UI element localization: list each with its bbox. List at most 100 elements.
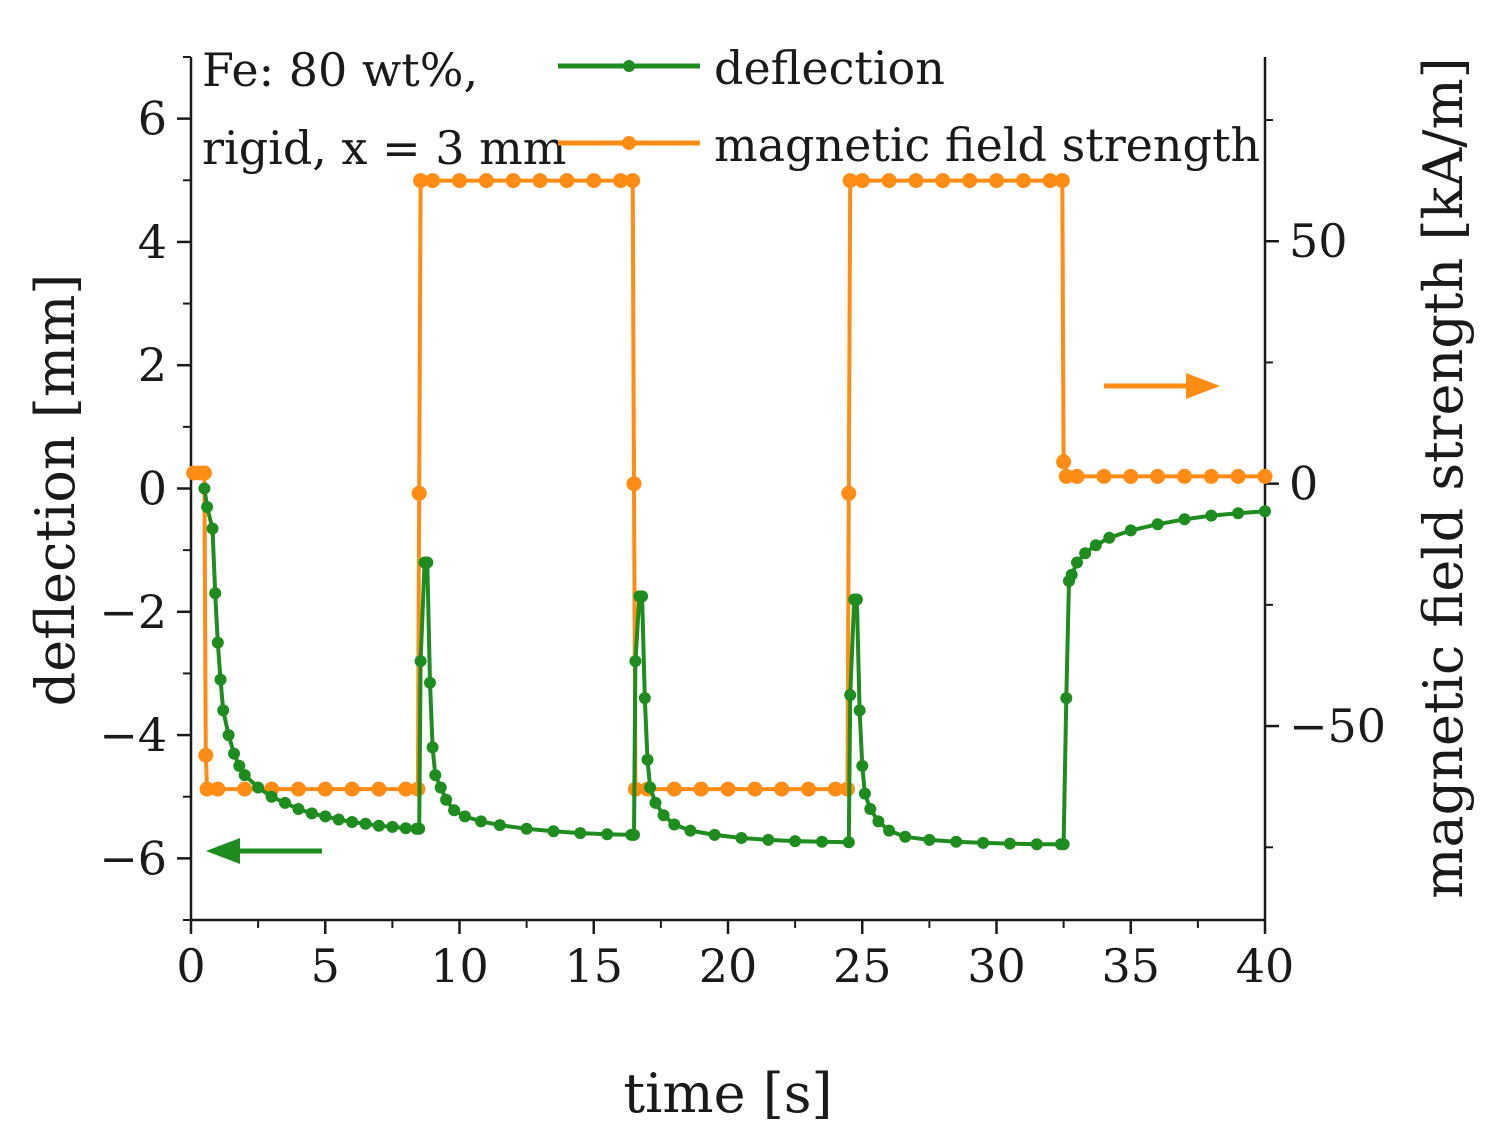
- field-data-point: [398, 781, 414, 797]
- deflection-data-point: [1103, 531, 1116, 544]
- y-right-tick-label: −50: [1289, 699, 1386, 753]
- field-data-point: [625, 173, 641, 189]
- deflection-data-point: [458, 810, 471, 823]
- deflection-data-point: [684, 824, 697, 837]
- deflection-data-point: [211, 636, 224, 649]
- deflection-data-point: [816, 835, 828, 848]
- deflection-data-point: [1079, 547, 1092, 560]
- field-data-point: [199, 781, 215, 797]
- field-data-point: [478, 173, 494, 189]
- field-data-point: [210, 781, 226, 797]
- field-data-point: [1177, 468, 1192, 484]
- deflection-data-point: [1259, 505, 1271, 518]
- field-data-point: [1054, 173, 1070, 189]
- deflection-data-point: [209, 587, 222, 600]
- deflection-data-point: [950, 835, 963, 848]
- deflection-data-point: [864, 803, 877, 815]
- deflection-data-point: [644, 781, 657, 794]
- deflection-data-point: [372, 819, 385, 832]
- legend-field-marker: [622, 136, 636, 150]
- deflection-data-point: [292, 803, 305, 815]
- field-data-point: [935, 173, 951, 189]
- deflection-data-point: [1089, 539, 1102, 552]
- field-data-point: [452, 173, 467, 189]
- deflection-data-point: [305, 807, 318, 820]
- field-data-point: [344, 781, 360, 797]
- field-data-point: [1150, 468, 1166, 484]
- direction-arrows: [206, 373, 1220, 864]
- x-tick-label: 25: [833, 939, 892, 993]
- legend-deflection-marker: [623, 60, 635, 72]
- y-left-tick-label: 6: [138, 92, 167, 146]
- deflection-data-point: [426, 741, 439, 754]
- annotation-line-1: Fe: 80 wt%,: [202, 43, 478, 97]
- legend-field-label: magnetic field strength: [714, 118, 1260, 172]
- deflection-data-point: [429, 769, 442, 782]
- deflection-data-point: [1178, 513, 1191, 526]
- field-data-point: [827, 781, 843, 797]
- deflection-series-group: [198, 482, 1271, 851]
- field-data-point: [1203, 468, 1219, 484]
- y-right-tick-label: 0: [1289, 457, 1318, 511]
- field-data-point: [774, 781, 790, 797]
- field-data-point: [198, 747, 214, 763]
- field-data-point: [854, 173, 870, 189]
- field-data-point: [413, 173, 429, 189]
- field-series-line: [193, 178, 1265, 792]
- field-data-point: [196, 465, 212, 481]
- deflection-data-point: [1065, 568, 1078, 581]
- deflection-data-point: [1232, 507, 1245, 520]
- field-data-point: [613, 173, 629, 189]
- ticks-group: 0 5 10 15 20 25 30 35 40 −6 −4 −2 0 2 4 6 −50 0 50: [99, 56, 1386, 993]
- field-data-point: [693, 781, 709, 797]
- field-data-point: [666, 781, 682, 797]
- deflection-data-point: [214, 673, 227, 686]
- deflection-data-point: [520, 822, 533, 835]
- deflection-data-point: [1003, 837, 1016, 850]
- x-tick-label: 30: [967, 939, 1026, 993]
- deflection-data-point: [206, 522, 219, 535]
- field-data-point: [841, 485, 857, 501]
- deflection-data-point: [1057, 838, 1070, 851]
- deflection-data-point: [238, 769, 251, 782]
- field-data-point: [371, 781, 387, 797]
- deflection-data-point: [628, 828, 640, 841]
- field-data-point: [290, 781, 306, 797]
- legend-deflection-label: deflection: [714, 41, 945, 95]
- deflection-data-point: [668, 818, 681, 831]
- deflection-data-point: [1030, 838, 1043, 851]
- field-data-point: [1058, 468, 1074, 484]
- deflection-data-point: [279, 796, 291, 809]
- deflection-data-point: [1151, 518, 1164, 531]
- deflection-data-point: [359, 817, 372, 830]
- deflection-data-point: [493, 819, 506, 832]
- field-data-point: [411, 485, 427, 501]
- y-left-tick-label: −6: [99, 831, 167, 885]
- x-tick-label: 40: [1236, 939, 1295, 993]
- deflection-data-point: [252, 781, 265, 794]
- field-data-point: [908, 173, 924, 189]
- legend: deflection magnetic field strength: [558, 41, 1260, 172]
- deflection-data-point: [601, 828, 614, 841]
- field-data-point: [1056, 454, 1072, 470]
- deflection-data-point: [762, 833, 775, 846]
- field-data-point: [1123, 468, 1139, 484]
- y-left-tick-label: −4: [99, 708, 167, 762]
- deflection-data-point: [789, 835, 802, 848]
- field-data-point: [1015, 173, 1031, 189]
- deflection-data-point: [1060, 692, 1073, 705]
- field-data-point: [881, 173, 897, 189]
- deflection-data-point: [638, 692, 651, 705]
- deflection-data-point: [265, 790, 278, 803]
- field-data-point: [1042, 173, 1058, 189]
- deflection-data-point: [1071, 556, 1083, 569]
- deflection-data-point: [856, 759, 869, 772]
- y-axis-left-label: deflection [mm]: [24, 274, 87, 707]
- deflection-data-point: [899, 830, 912, 843]
- x-tick-label: 35: [1101, 939, 1160, 993]
- field-data-point: [532, 173, 548, 189]
- field-data-point: [626, 476, 642, 492]
- field-data-point: [1096, 468, 1112, 484]
- deflection-data-point: [858, 787, 871, 800]
- deflection-data-point: [923, 833, 936, 846]
